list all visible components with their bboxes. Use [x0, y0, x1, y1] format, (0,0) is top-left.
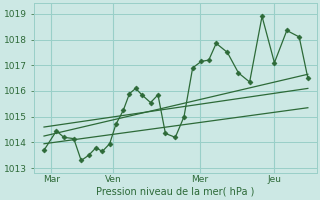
X-axis label: Pression niveau de la mer( hPa ): Pression niveau de la mer( hPa ) [96, 187, 254, 197]
